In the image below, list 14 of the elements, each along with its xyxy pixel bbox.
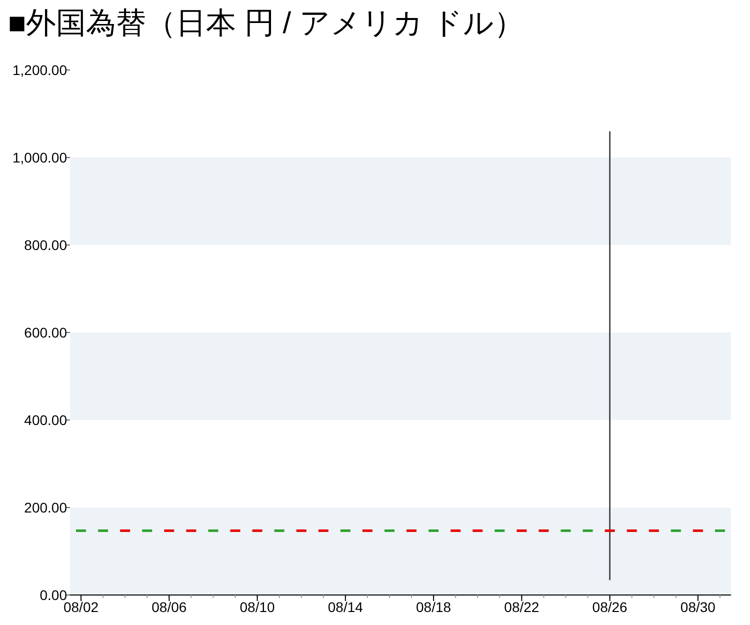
- y-tick-label: 400.00: [24, 412, 68, 428]
- y-tick-label: 1,200.00: [12, 62, 68, 78]
- y-tick-label: 800.00: [24, 237, 68, 253]
- x-tick-label: 08/14: [328, 599, 364, 615]
- chart-title: ■外国為替（日本 円 / アメリカ ドル）: [8, 7, 524, 40]
- x-tick-label: 08/10: [240, 599, 276, 615]
- y-tick-label: 1,000.00: [12, 150, 68, 166]
- y-tick-label: 200.00: [24, 500, 68, 516]
- x-tick-label: 08/18: [416, 599, 452, 615]
- x-tick-label: 08/06: [152, 599, 187, 615]
- y-tick-label: 600.00: [24, 324, 68, 340]
- x-tick-label: 08/30: [680, 599, 716, 615]
- x-tick-label: 08/22: [504, 599, 540, 615]
- x-tick-label: 08/26: [592, 599, 628, 615]
